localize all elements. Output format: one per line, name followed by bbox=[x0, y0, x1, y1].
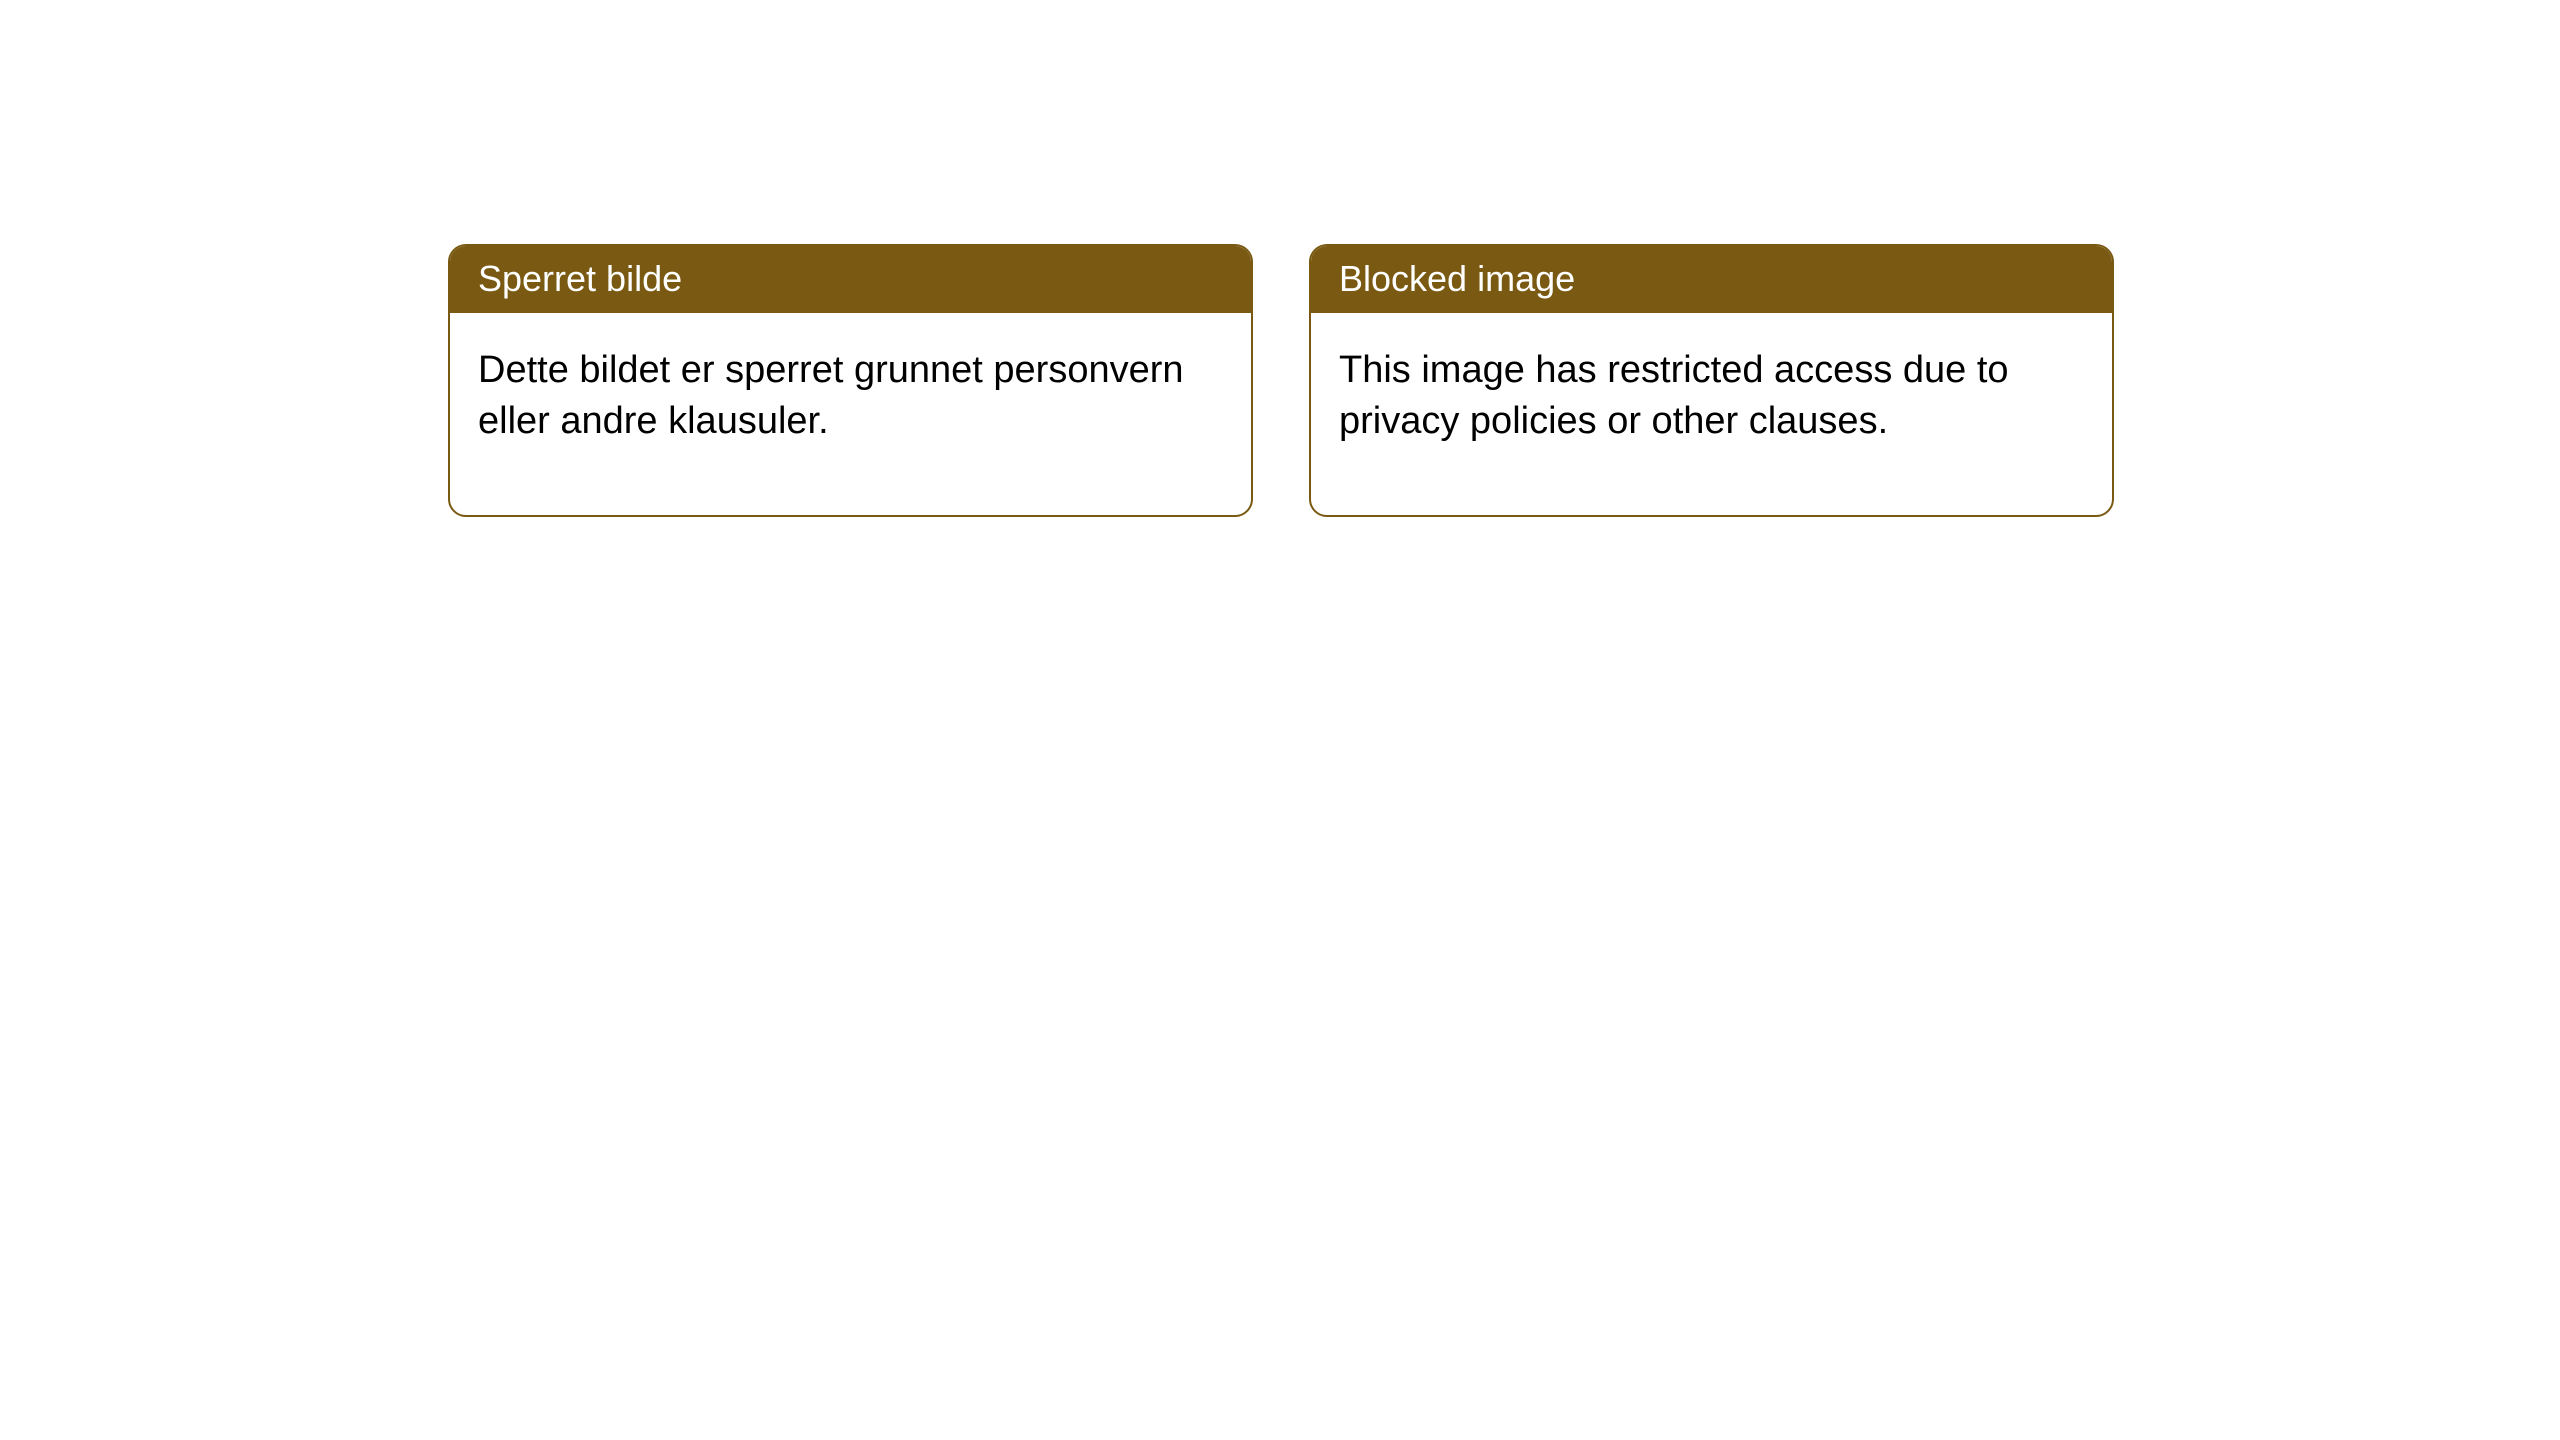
blocked-image-card-norwegian: Sperret bilde Dette bildet er sperret gr… bbox=[448, 244, 1253, 517]
blocked-image-cards-container: Sperret bilde Dette bildet er sperret gr… bbox=[448, 244, 2114, 517]
card-body-text: Dette bildet er sperret grunnet personve… bbox=[450, 313, 1251, 516]
card-header-title: Blocked image bbox=[1311, 246, 2112, 313]
card-body-text: This image has restricted access due to … bbox=[1311, 313, 2112, 516]
card-header-title: Sperret bilde bbox=[450, 246, 1251, 313]
blocked-image-card-english: Blocked image This image has restricted … bbox=[1309, 244, 2114, 517]
